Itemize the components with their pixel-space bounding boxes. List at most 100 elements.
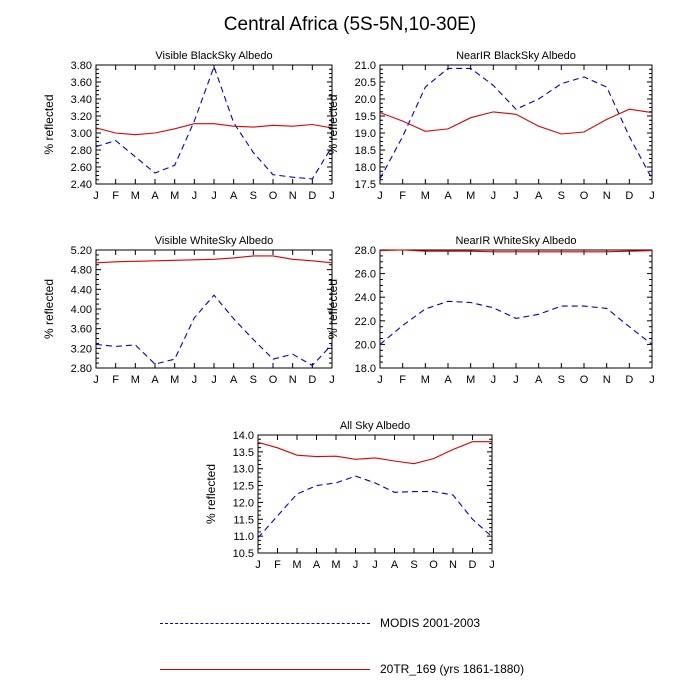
x-tick-label: J bbox=[255, 559, 261, 571]
x-tick-label: J bbox=[649, 190, 655, 202]
legend-label-model: 20TR_169 (yrs 1861-1880) bbox=[380, 662, 525, 676]
y-tick-label: 2.60 bbox=[71, 162, 92, 174]
x-tick-label: S bbox=[250, 190, 257, 202]
y-tick-label: 11.0 bbox=[233, 531, 254, 543]
y-tick-label: 3.00 bbox=[71, 128, 92, 140]
legend-entry-model: 20TR_169 (yrs 1861-1880) bbox=[160, 660, 580, 680]
x-tick-label: F bbox=[112, 190, 119, 202]
x-tick-label: O bbox=[269, 190, 278, 202]
series-line-modis bbox=[257, 475, 493, 539]
x-tick-label: J bbox=[649, 374, 655, 386]
x-tick-label: N bbox=[449, 559, 457, 571]
y-tick-label: 14.0 bbox=[233, 430, 254, 442]
y-tick-label: 4.40 bbox=[71, 284, 92, 296]
x-tick-label: J bbox=[377, 374, 383, 386]
y-tick-label: 3.20 bbox=[71, 343, 92, 355]
y-tick-label: 3.80 bbox=[71, 60, 92, 72]
x-tick-label: F bbox=[399, 190, 406, 202]
x-tick-label: M bbox=[421, 190, 430, 202]
y-tick-label: 20.5 bbox=[355, 77, 376, 89]
y-tick-label: 11.5 bbox=[233, 514, 254, 526]
series-line-model bbox=[95, 255, 333, 264]
x-tick-label: J bbox=[93, 190, 99, 202]
x-tick-label: S bbox=[558, 374, 565, 386]
y-tick-label: 13.0 bbox=[233, 464, 254, 476]
x-tick-label: J bbox=[211, 374, 217, 386]
x-tick-label: O bbox=[269, 374, 278, 386]
x-tick-label: N bbox=[289, 190, 297, 202]
x-tick-label: J bbox=[192, 190, 198, 202]
y-tick-label: 4.80 bbox=[71, 265, 92, 277]
y-tick-label: 2.80 bbox=[71, 363, 92, 375]
figure-title: Central Africa (5S-5N,10-30E) bbox=[223, 14, 477, 35]
x-tick-label: N bbox=[603, 374, 611, 386]
x-tick-label: A bbox=[444, 190, 452, 202]
x-tick-label: A bbox=[151, 374, 159, 386]
x-tick-label: A bbox=[151, 190, 159, 202]
x-tick-label: A bbox=[535, 190, 543, 202]
x-tick-label: O bbox=[429, 559, 438, 571]
x-tick-label: M bbox=[331, 559, 340, 571]
x-tick-label: A bbox=[535, 374, 543, 386]
panel-nearir-blacksky-albedo: NearIR BlackSky Albedo % reflected 17.5 18.… bbox=[326, 50, 655, 202]
y-tick-label: 12.0 bbox=[233, 497, 254, 509]
x-tick-label: J bbox=[211, 190, 217, 202]
y-tick-label: 4.00 bbox=[71, 304, 92, 316]
x-tick-label: F bbox=[274, 559, 281, 571]
plot-frame bbox=[95, 249, 333, 369]
x-tick-label: N bbox=[603, 190, 611, 202]
y-tick-label: 18.5 bbox=[355, 145, 376, 157]
x-tick-label: S bbox=[250, 374, 257, 386]
x-tick-label: M bbox=[292, 559, 301, 571]
x-tick-label: M bbox=[466, 190, 475, 202]
x-tick-label: J bbox=[513, 374, 519, 386]
plot-frame bbox=[379, 249, 653, 369]
x-tick-label: O bbox=[580, 374, 589, 386]
panel-title: All Sky Albedo bbox=[340, 420, 410, 432]
plot-frame bbox=[95, 64, 333, 185]
panel-title: NearIR BlackSky Albedo bbox=[456, 50, 576, 62]
y-tick-label: 20.0 bbox=[355, 339, 376, 351]
x-tick-label: M bbox=[421, 374, 430, 386]
y-tick-label: 22.0 bbox=[355, 316, 376, 328]
x-tick-label: J bbox=[489, 559, 495, 571]
x-tick-label: D bbox=[469, 559, 477, 571]
panel-nearir-whitesky-albedo: NearIR WhiteSky Albedo % reflected 18.0 20.… bbox=[326, 235, 655, 386]
plot-frame bbox=[379, 64, 653, 185]
legend-line-model bbox=[160, 669, 370, 670]
series-line-modis bbox=[95, 294, 333, 367]
x-tick-label: J bbox=[93, 374, 99, 386]
x-tick-label: J bbox=[491, 374, 497, 386]
x-tick-label: A bbox=[391, 559, 399, 571]
x-tick-label: J bbox=[377, 190, 383, 202]
y-tick-label: 19.0 bbox=[355, 128, 376, 140]
x-tick-label: J bbox=[329, 190, 335, 202]
x-tick-label: A bbox=[230, 374, 238, 386]
panel-title: NearIR WhiteSky Albedo bbox=[455, 235, 576, 247]
x-tick-label: D bbox=[625, 190, 633, 202]
series-line-modis bbox=[379, 300, 653, 345]
panel-title: Visible WhiteSky Albedo bbox=[155, 235, 273, 247]
panel-visible-whitesky-albedo: Visible WhiteSky Albedo % reflected 2.80 3.… bbox=[42, 235, 335, 386]
y-tick-label: 3.60 bbox=[71, 324, 92, 336]
series-line-model bbox=[379, 108, 653, 135]
y-tick-label: 13.5 bbox=[233, 447, 254, 459]
y-tick-label: 20.0 bbox=[355, 94, 376, 106]
series-line-modis bbox=[95, 65, 333, 180]
x-tick-label: F bbox=[112, 374, 119, 386]
y-axis-label: % reflected bbox=[42, 279, 56, 339]
y-tick-label: 12.5 bbox=[233, 481, 254, 493]
x-tick-label: S bbox=[410, 559, 417, 571]
x-tick-label: A bbox=[313, 559, 321, 571]
y-tick-label: 19.5 bbox=[355, 111, 376, 123]
x-tick-label: M bbox=[170, 190, 179, 202]
series-line-model bbox=[379, 249, 653, 253]
y-tick-label: 18.0 bbox=[355, 162, 376, 174]
plot-frame bbox=[257, 434, 493, 554]
x-tick-label: A bbox=[230, 190, 238, 202]
x-tick-label: J bbox=[353, 559, 359, 571]
y-tick-label: 3.20 bbox=[71, 111, 92, 123]
x-tick-label: M bbox=[466, 374, 475, 386]
series-line-model bbox=[95, 123, 333, 136]
